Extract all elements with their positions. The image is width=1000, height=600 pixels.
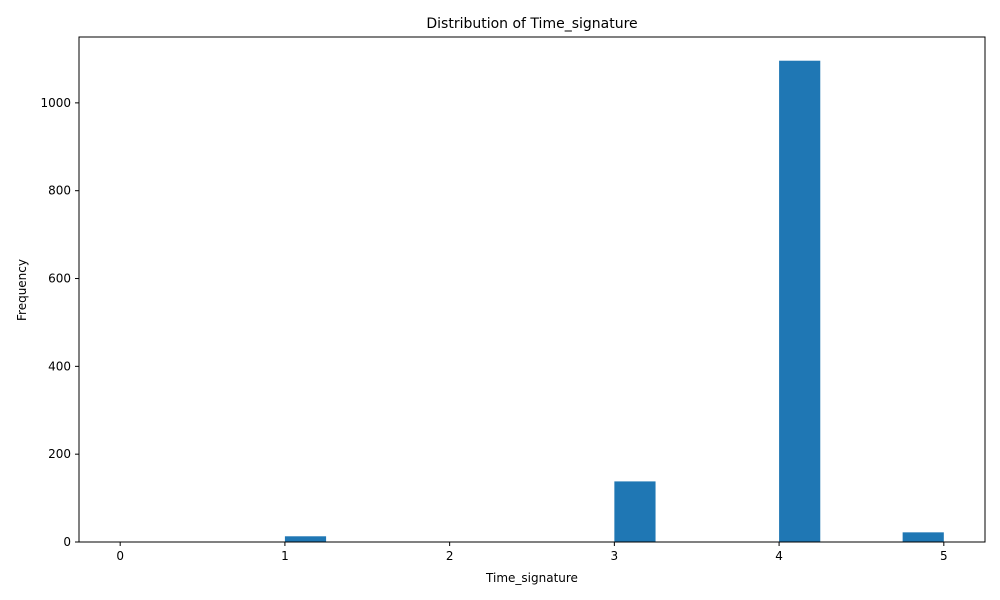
y-tick-label-4: 800 <box>48 184 71 198</box>
x-tick-label-4: 4 <box>775 549 783 563</box>
x-axis-ticks: 0 1 2 3 4 5 <box>116 542 948 563</box>
plot-frame <box>78 36 986 543</box>
x-axis-label: Time_signature <box>485 571 578 585</box>
y-tick-label-2: 400 <box>48 359 71 373</box>
y-tick-label-0: 0 <box>63 535 71 549</box>
y-tick-label-3: 600 <box>48 272 71 286</box>
y-axis-ticks: 0 200 400 600 800 1000 <box>40 96 79 549</box>
x-tick-label-0: 0 <box>116 549 124 563</box>
bar-4 <box>902 532 944 542</box>
bar-1 <box>284 536 327 542</box>
x-tick-label-3: 3 <box>611 549 619 563</box>
y-tick-label-1: 200 <box>48 447 71 461</box>
x-tick-label-5: 5 <box>940 549 948 563</box>
bar-3 <box>779 60 821 542</box>
x-tick-label-2: 2 <box>446 549 454 563</box>
y-axis-label: Frequency <box>15 259 29 321</box>
chart-title: Distribution of Time_signature <box>426 16 637 32</box>
x-tick-label-1: 1 <box>281 549 289 563</box>
bar-2 <box>614 481 656 542</box>
bars-group <box>120 60 944 542</box>
y-tick-label-5: 1000 <box>40 96 71 110</box>
